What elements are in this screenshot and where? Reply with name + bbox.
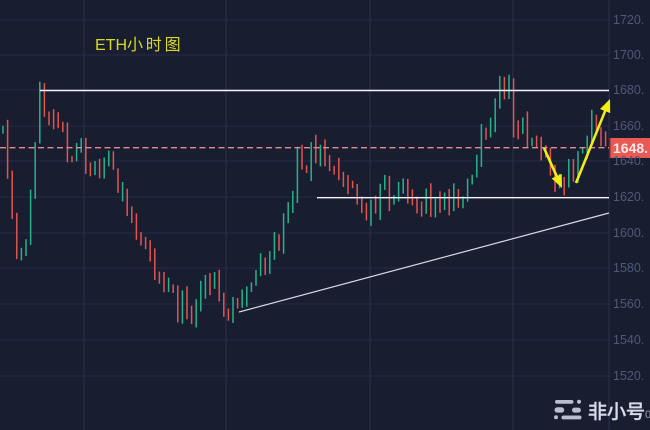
svg-text:1580.: 1580. [613, 261, 644, 275]
svg-text:1560.: 1560. [613, 297, 644, 311]
svg-text:1660.: 1660. [613, 119, 644, 133]
svg-text:1520.: 1520. [613, 369, 644, 383]
svg-text:1600.: 1600. [613, 226, 644, 240]
svg-text:1620.: 1620. [613, 190, 644, 204]
svg-text:0.: 0. [645, 409, 650, 421]
svg-text:非小号: 非小号 [588, 401, 645, 423]
svg-text:1680.: 1680. [613, 83, 644, 97]
svg-text:1720.: 1720. [613, 13, 644, 27]
svg-text:1540.: 1540. [613, 333, 644, 347]
svg-text:1640.: 1640. [613, 154, 644, 168]
svg-text:ETH小时图: ETH小时图 [95, 36, 183, 54]
svg-text:1700.: 1700. [613, 48, 644, 62]
